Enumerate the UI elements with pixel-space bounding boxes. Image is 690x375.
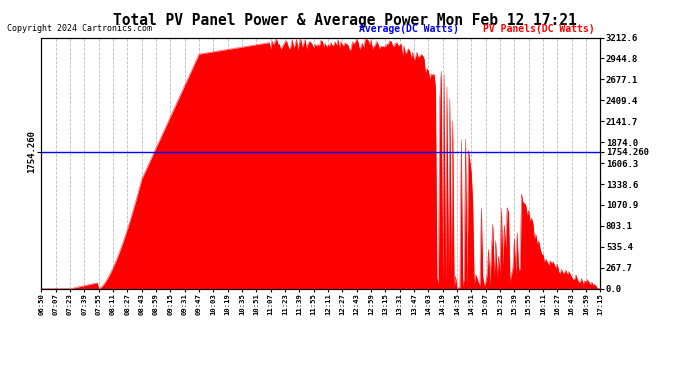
Text: Copyright 2024 Cartronics.com: Copyright 2024 Cartronics.com	[7, 24, 152, 33]
Text: Total PV Panel Power & Average Power Mon Feb 12 17:21: Total PV Panel Power & Average Power Mon…	[113, 13, 577, 28]
Text: Average(DC Watts): Average(DC Watts)	[359, 24, 459, 34]
Text: PV Panels(DC Watts): PV Panels(DC Watts)	[483, 24, 595, 34]
